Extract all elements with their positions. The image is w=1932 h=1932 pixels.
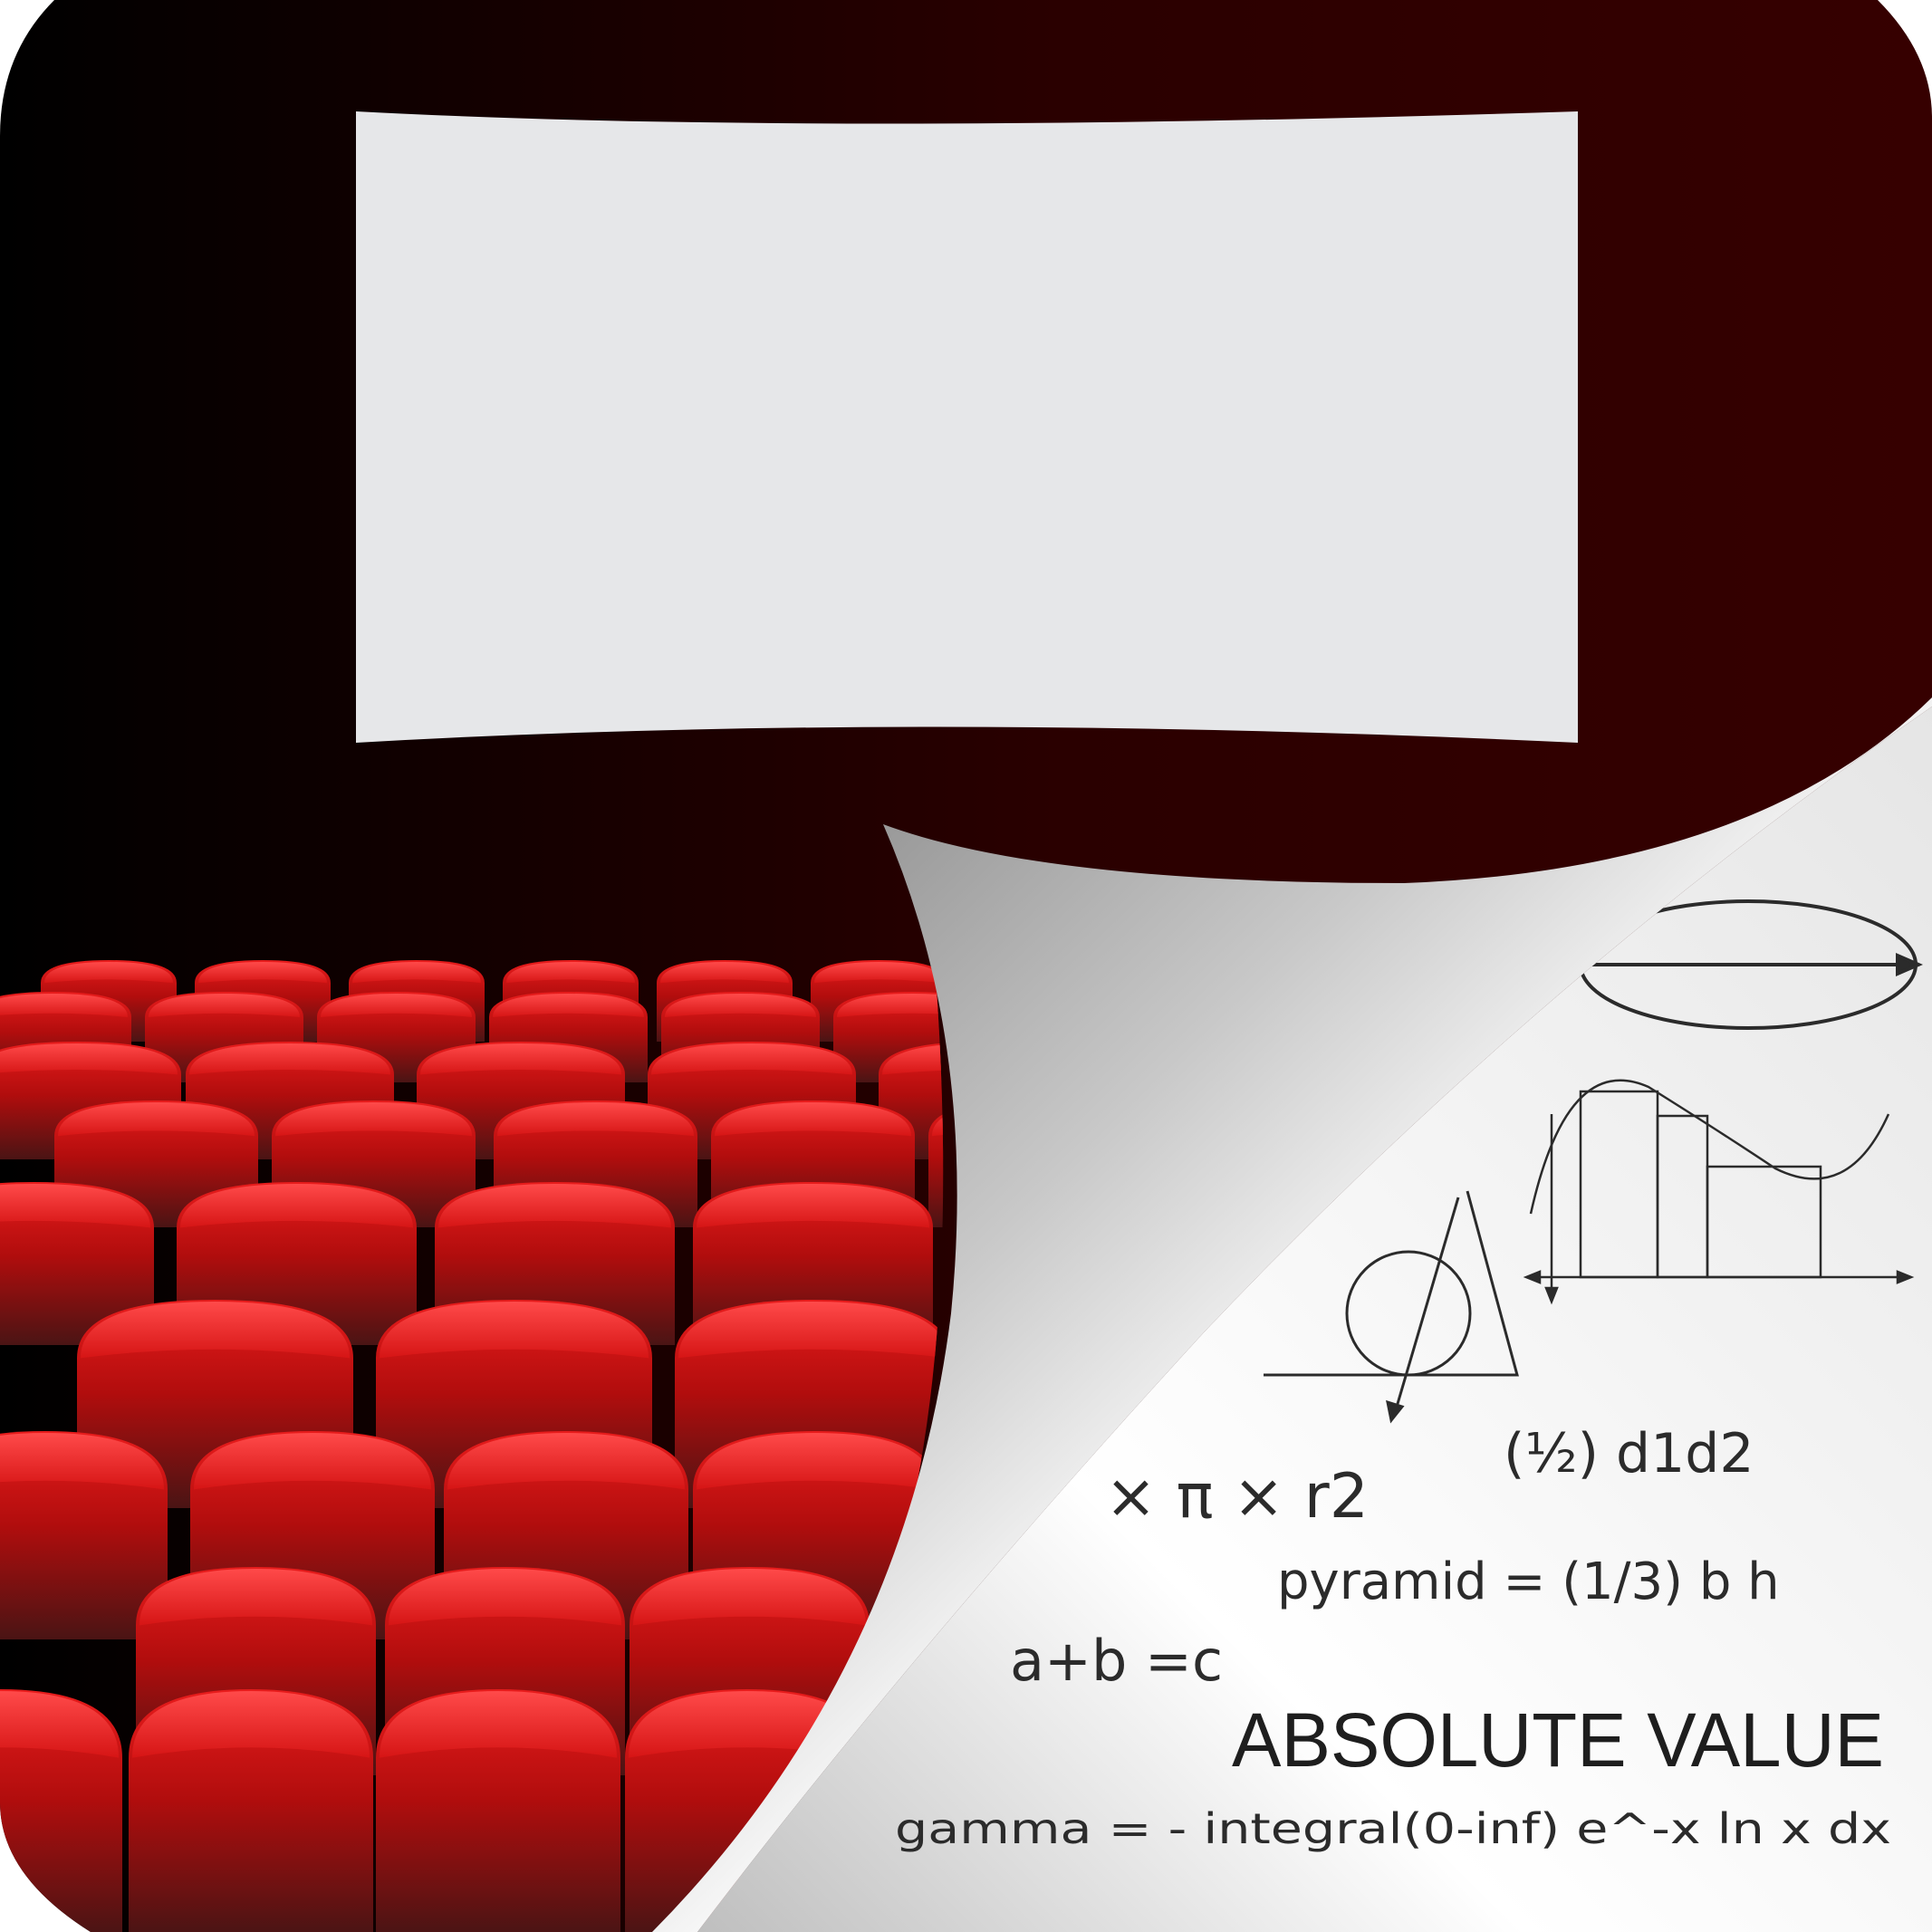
page-curl-flap xyxy=(652,697,1932,1932)
formula-gamma: gamma = - integral(0-inf) e^-x ln x dx xyxy=(895,1804,1891,1853)
cinema-seats xyxy=(0,960,944,1932)
formula-heading: ABSOLUTE VALUE xyxy=(1232,1697,1884,1783)
formula-rhombus: (½) d1d2 xyxy=(1504,1422,1754,1485)
seat xyxy=(833,992,944,1082)
seat xyxy=(129,1689,373,1932)
seat xyxy=(0,1182,154,1345)
seat xyxy=(0,1431,168,1639)
seat xyxy=(376,1689,620,1932)
formula-sum: a+b =c xyxy=(1010,1628,1223,1694)
cone-sketch xyxy=(1264,1190,1519,1424)
projection-screen xyxy=(356,111,1578,743)
integral-graph-sketch xyxy=(1523,1079,1915,1305)
seat xyxy=(0,1689,122,1932)
formula-circle: × π × r2 xyxy=(1105,1461,1369,1533)
formula-pyramid: pyramid = (1/3) b h xyxy=(1277,1552,1780,1611)
